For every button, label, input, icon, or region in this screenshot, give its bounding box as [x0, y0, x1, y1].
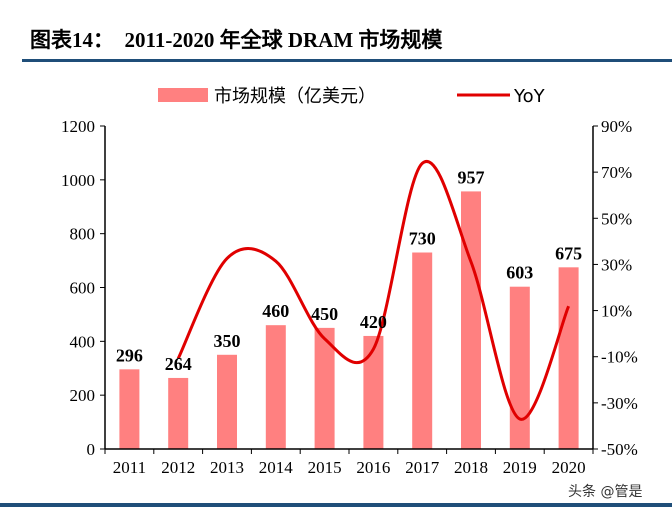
right-tick-label: 30%	[601, 255, 632, 274]
bar-2012	[168, 377, 189, 449]
x-tick-label: 2015	[308, 458, 342, 477]
x-tick-label: 2014	[259, 458, 294, 477]
bar-2011	[119, 369, 140, 449]
bar-2020	[558, 267, 579, 449]
bottom-divider	[0, 503, 672, 507]
title-divider	[22, 59, 672, 62]
bar-2015	[314, 327, 335, 449]
x-tick-label: 2011	[113, 458, 146, 477]
data-label: 420	[360, 312, 387, 332]
left-tick-label: 600	[70, 279, 96, 298]
right-tick-label: 10%	[601, 302, 632, 321]
data-label: 675	[555, 243, 582, 263]
left-tick-label: 200	[70, 386, 96, 405]
left-tick-label: 1000	[61, 171, 95, 190]
x-tick-label: 2020	[552, 458, 586, 477]
legend-line-label: YoY	[513, 86, 546, 107]
watermark: 头条 @管是	[568, 484, 643, 500]
left-tick-label: 1200	[61, 117, 95, 136]
x-tick-label: 2016	[356, 458, 390, 477]
bar-2014	[265, 325, 286, 449]
left-tick-label: 0	[87, 440, 96, 459]
right-tick-label: -30%	[601, 394, 638, 413]
bar-2013	[217, 354, 237, 449]
data-label: 603	[506, 263, 533, 283]
right-tick-label: -50%	[601, 440, 638, 459]
x-tick-label: 2013	[210, 458, 244, 477]
data-label: 350	[214, 331, 241, 351]
data-label: 264	[165, 354, 192, 374]
data-label: 460	[262, 301, 289, 321]
bar-2019	[509, 286, 530, 449]
x-tick-label: 2018	[454, 458, 488, 477]
yoy-line	[176, 159, 570, 421]
bar-2018	[461, 191, 481, 449]
bar-2016	[363, 335, 384, 449]
left-tick-label: 800	[70, 225, 96, 244]
data-label: 730	[409, 229, 436, 249]
right-tick-label: 70%	[601, 163, 632, 182]
legend-bar-label: 市场规模（亿美元）	[214, 86, 376, 107]
data-label: 450	[311, 304, 338, 324]
data-label: 296	[116, 345, 143, 365]
legend-bar-swatch	[158, 88, 208, 102]
data-label: 957	[458, 167, 485, 187]
right-tick-label: -10%	[601, 348, 638, 367]
right-tick-label: 90%	[601, 117, 632, 136]
left-tick-label: 400	[70, 332, 96, 351]
x-tick-label: 2012	[161, 458, 195, 477]
bar-2017	[412, 252, 433, 449]
x-tick-label: 2017	[405, 458, 440, 477]
x-tick-label: 2019	[503, 458, 537, 477]
right-tick-label: 50%	[601, 209, 632, 228]
chart-title: 图表14： 2011-2020 年全球 DRAM 市场规模	[30, 28, 443, 52]
